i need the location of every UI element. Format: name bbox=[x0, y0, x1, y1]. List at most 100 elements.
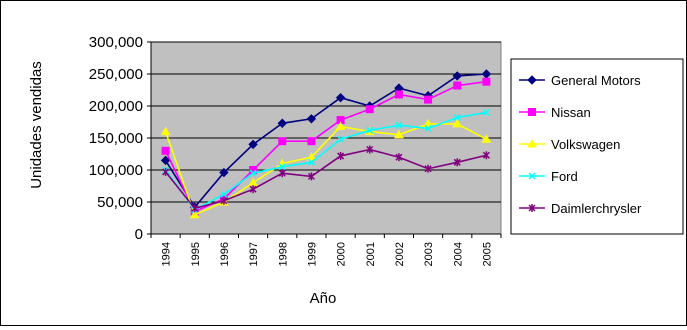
y-tick-label: 300,000 bbox=[89, 34, 143, 51]
data-point bbox=[189, 209, 200, 219]
y-tick-label: 150,000 bbox=[89, 130, 143, 147]
marker-stroke bbox=[337, 135, 345, 143]
series-line bbox=[164, 80, 487, 213]
marker-stroke bbox=[278, 163, 286, 171]
line-chart: 0 50,000 100,000 150,000 200,000 250,000 300,0… bbox=[28, 34, 684, 307]
x-axis-title: Año bbox=[310, 290, 337, 307]
data-point bbox=[424, 164, 432, 173]
data-point bbox=[452, 118, 463, 128]
data-point bbox=[395, 153, 403, 162]
data-point bbox=[482, 77, 491, 86]
data-point bbox=[278, 169, 286, 178]
legend: General Motors Nissan Volkswagen Ford Daimle… bbox=[510, 58, 684, 235]
data-point bbox=[423, 118, 433, 128]
data-point bbox=[307, 158, 315, 166]
legend-marker bbox=[528, 172, 536, 180]
data-point bbox=[306, 152, 317, 161]
x-tick-label: 1994 bbox=[161, 242, 173, 266]
data-point bbox=[220, 190, 228, 198]
marker-stroke bbox=[395, 121, 403, 129]
marker-stroke bbox=[366, 126, 374, 134]
legend-entry: General Motors bbox=[519, 73, 641, 88]
data-point bbox=[278, 137, 287, 146]
marker-stroke bbox=[249, 169, 257, 177]
marker-stroke bbox=[482, 108, 490, 116]
data-point bbox=[424, 95, 433, 104]
data-point bbox=[482, 151, 490, 160]
data-point bbox=[249, 169, 257, 177]
data-point bbox=[481, 134, 492, 143]
data-point bbox=[220, 196, 228, 205]
legend-entry: Daimlerchrysler bbox=[519, 201, 642, 216]
series-line bbox=[164, 111, 487, 211]
data-point bbox=[307, 172, 315, 181]
data-point bbox=[482, 108, 490, 116]
data-point bbox=[306, 114, 317, 124]
y-axis-title: Unidades vendidas bbox=[28, 61, 45, 189]
series-nissan bbox=[161, 77, 491, 216]
series-daimlerchrysler bbox=[162, 145, 490, 213]
data-point bbox=[453, 158, 461, 167]
x-tick-label: 1999 bbox=[306, 242, 318, 266]
y-axis-ticks: 0 50,000 100,000 150,000 200,000 250,000 300,0… bbox=[89, 34, 151, 243]
data-point bbox=[307, 137, 316, 146]
legend-label: Volkswagen bbox=[551, 137, 620, 152]
y-tick-label: 50,000 bbox=[97, 194, 143, 211]
data-point bbox=[335, 121, 346, 130]
legend-marker bbox=[527, 75, 537, 85]
data-point bbox=[394, 129, 404, 139]
data-point bbox=[278, 163, 286, 171]
data-point bbox=[452, 71, 462, 81]
marker-stroke bbox=[453, 113, 461, 122]
y-tick-label: 0 bbox=[135, 226, 143, 243]
x-axis-ticks: 1994 1995 1996 1997 1998 1999 2000 2001 2002 2003… bbox=[150, 234, 502, 266]
y-tick-label: 100,000 bbox=[89, 162, 143, 179]
data-point bbox=[337, 135, 345, 143]
data-point bbox=[191, 204, 199, 213]
legend-label: General Motors bbox=[551, 73, 641, 88]
legend-marker bbox=[527, 138, 537, 148]
series-ford bbox=[162, 108, 490, 214]
x-tick-label: 1997 bbox=[248, 242, 260, 266]
data-point bbox=[277, 118, 287, 128]
x-tick-label: 2000 bbox=[336, 242, 348, 266]
series-line bbox=[164, 73, 487, 209]
legend-label: Daimlerchrysler bbox=[551, 201, 642, 216]
data-point bbox=[162, 167, 170, 176]
series-line bbox=[164, 148, 487, 210]
data-point bbox=[365, 105, 374, 114]
x-tick-label: 2002 bbox=[394, 242, 406, 266]
data-point bbox=[453, 81, 462, 90]
marker-stroke bbox=[307, 158, 315, 166]
data-point bbox=[453, 113, 461, 122]
legend-marker bbox=[528, 108, 536, 116]
data-point bbox=[335, 92, 346, 103]
marker-stroke bbox=[528, 172, 536, 180]
y-tick-label: 200,000 bbox=[89, 98, 143, 115]
data-point bbox=[219, 167, 229, 178]
x-tick-label: 2005 bbox=[481, 242, 493, 266]
legend-marker bbox=[528, 204, 536, 212]
data-point bbox=[248, 139, 258, 150]
x-tick-label: 1996 bbox=[219, 242, 231, 266]
series-line bbox=[164, 123, 487, 216]
data-point bbox=[161, 146, 170, 155]
legend-entry: Ford bbox=[519, 169, 578, 184]
data-point bbox=[424, 124, 432, 132]
data-point bbox=[160, 126, 171, 136]
x-tick-label: 1998 bbox=[277, 242, 289, 266]
x-tick-label: 2004 bbox=[452, 242, 464, 266]
y-tick-label: 250,000 bbox=[89, 66, 143, 83]
legend-entry: Nissan bbox=[519, 105, 591, 120]
x-tick-label: 1995 bbox=[190, 242, 202, 266]
marker-stroke bbox=[220, 190, 228, 198]
x-tick-label: 2001 bbox=[365, 242, 377, 266]
legend-box bbox=[510, 58, 684, 235]
data-point bbox=[249, 185, 257, 194]
legend-label: Nissan bbox=[551, 105, 591, 120]
data-point bbox=[337, 151, 345, 160]
data-point bbox=[366, 126, 374, 134]
x-tick-label: 2003 bbox=[423, 242, 435, 266]
series-volkswagen bbox=[160, 118, 492, 219]
